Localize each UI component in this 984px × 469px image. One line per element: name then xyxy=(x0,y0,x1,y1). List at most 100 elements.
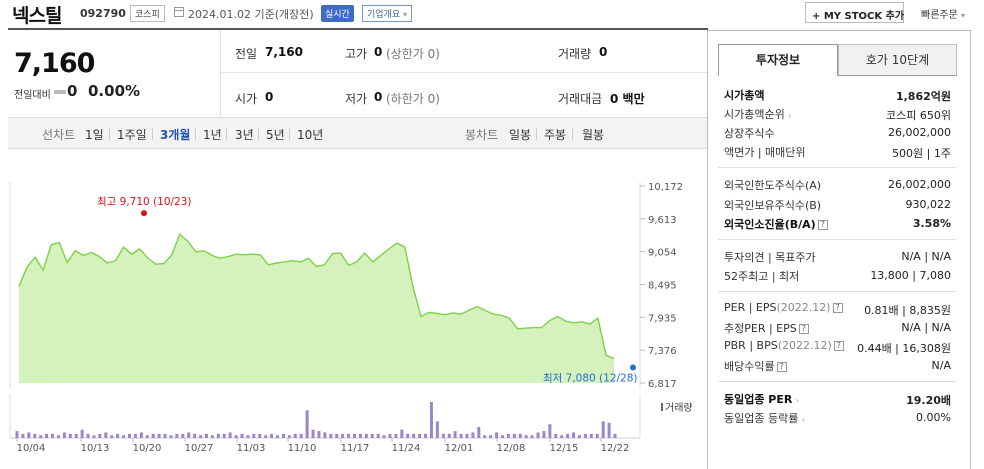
high-value: 0 xyxy=(374,45,383,59)
company-info-button[interactable]: 기업개요 ▾ xyxy=(362,5,413,22)
volume-bar xyxy=(418,433,422,438)
volume-bar xyxy=(86,433,90,438)
candle-daily[interactable]: 일봉 xyxy=(509,128,532,142)
per-eps-value: 0.81배 | 8,835원 xyxy=(864,304,951,317)
opinion-value: N/A | N/A xyxy=(901,250,951,263)
candle-weekly[interactable]: 주봉 xyxy=(544,128,567,142)
period-10y[interactable]: 10년 xyxy=(297,128,324,142)
volume-bar xyxy=(98,433,102,438)
volume-bar xyxy=(27,432,31,438)
flat-change-icon xyxy=(54,90,66,94)
x-tick-label: 11/03 xyxy=(237,443,266,454)
y-tick-label: 9,613 xyxy=(648,215,677,226)
x-tick-label: 11/10 xyxy=(288,443,317,454)
industry-per-value: 19.20배 xyxy=(906,394,951,407)
volume-bar xyxy=(566,433,570,438)
open-label: 시가 xyxy=(235,92,258,106)
period-3m[interactable]: 3개월 xyxy=(160,128,191,142)
volume-bar xyxy=(311,429,315,438)
quick-order-label: 빠른주문 xyxy=(921,10,958,21)
listed-shares-value: 26,002,000 xyxy=(888,126,951,139)
tab-underline xyxy=(838,75,957,76)
volume-bar xyxy=(15,431,19,438)
volume-bar xyxy=(435,421,439,438)
tab-investment-info[interactable]: 투자정보 xyxy=(718,44,838,76)
volume-bar xyxy=(163,433,167,438)
x-tick-label: 10/13 xyxy=(81,443,110,454)
volume-bar xyxy=(264,435,268,438)
period-1d[interactable]: 1일 xyxy=(85,128,104,142)
est-per-label: 추정PER | EPS? xyxy=(724,320,809,336)
divider xyxy=(258,128,259,140)
opinion-label: 투자의견 | 목표주가 xyxy=(724,251,816,264)
volume-bar xyxy=(169,435,173,438)
tab-order-book[interactable]: 호가 10단계 xyxy=(838,44,957,76)
period-5y[interactable]: 5년 xyxy=(266,128,285,142)
market-cap-rank-value: 코스피 650위 xyxy=(886,109,951,122)
x-tick-label: 10/27 xyxy=(185,443,214,454)
amount-value: 0 백만 xyxy=(610,92,645,106)
x-tick-label: 12/22 xyxy=(601,443,630,454)
volume-legend-icon xyxy=(661,403,663,411)
period-1w[interactable]: 1주일 xyxy=(117,128,147,142)
volume-bar xyxy=(607,422,611,438)
volume-bar xyxy=(39,435,43,438)
realtime-button[interactable]: 실시간 xyxy=(321,5,354,22)
volume-bar xyxy=(193,433,197,438)
volume-value: 0 xyxy=(599,45,608,59)
volume-bar xyxy=(335,433,339,438)
y-tick-label: 6,817 xyxy=(648,379,677,390)
chevron-right-icon: › xyxy=(788,111,792,120)
high-marker xyxy=(141,210,147,217)
quick-order-button[interactable]: 빠른주문 ▾ xyxy=(921,6,965,21)
volume-bar xyxy=(199,435,203,438)
volume-bar xyxy=(51,433,55,438)
volume-bar xyxy=(583,433,587,438)
period-3y[interactable]: 3년 xyxy=(235,128,254,142)
volume-bar xyxy=(572,432,576,438)
candle-monthly[interactable]: 월봉 xyxy=(582,128,605,142)
x-tick-label: 12/08 xyxy=(497,443,526,454)
low-label: 최저 7,080 (12/28) xyxy=(543,373,638,385)
help-icon[interactable]: ? xyxy=(832,303,843,313)
help-icon[interactable]: ? xyxy=(833,341,844,351)
volume-bar xyxy=(329,433,333,438)
volume-bar xyxy=(577,435,581,438)
company-name: 넥스틸 xyxy=(12,5,62,27)
volume-bar xyxy=(554,433,558,438)
industry-rate-label[interactable]: 동일업종 등락률 › xyxy=(724,412,806,425)
volume-bar xyxy=(145,435,149,438)
help-icon[interactable]: ? xyxy=(798,324,809,334)
volume-bar xyxy=(501,435,505,438)
price-chart[interactable]: 10,172 9,613 9,054 8,495 7,935 7,376 6,817 최고 9… xyxy=(0,150,708,469)
price-divider xyxy=(220,30,221,116)
volume-bar xyxy=(524,435,528,438)
volume-bar xyxy=(21,433,25,438)
volume-bar xyxy=(471,432,475,438)
y-tick-label: 10,172 xyxy=(648,182,683,193)
pbr-bps-value: 0.44배 | 16,308원 xyxy=(857,342,951,355)
help-icon[interactable]: ? xyxy=(817,220,828,230)
volume-bar xyxy=(518,433,522,438)
prev-close-label: 전일 xyxy=(235,47,258,61)
volume-bar xyxy=(341,433,345,438)
investment-panel xyxy=(707,30,971,469)
help-icon[interactable]: ? xyxy=(776,362,787,372)
add-my-stock-button[interactable]: + MY STOCK 추가 xyxy=(805,2,904,23)
volume-bar xyxy=(181,433,185,438)
market-cap-value: 1,862억원 xyxy=(895,90,951,103)
volume-bar xyxy=(187,432,191,438)
y-tick-label: 8,495 xyxy=(648,280,677,291)
volume-bar xyxy=(358,433,362,438)
volume-bar xyxy=(122,435,126,438)
market-cap-rank-label[interactable]: 시가총액순위 › xyxy=(724,108,792,121)
y-tick-label: 9,054 xyxy=(648,248,677,259)
price-line xyxy=(18,233,615,360)
divider xyxy=(195,128,196,140)
period-1y[interactable]: 1년 xyxy=(203,128,222,142)
52week-value: 13,800 | 7,080 xyxy=(870,269,951,282)
industry-per-label[interactable]: 동일업종 PER › xyxy=(724,393,800,406)
y-tick-label: 7,376 xyxy=(648,346,677,357)
foreign-holding-label: 외국인보유주식수(B) xyxy=(724,199,822,212)
x-tick-label: 12/15 xyxy=(550,443,579,454)
